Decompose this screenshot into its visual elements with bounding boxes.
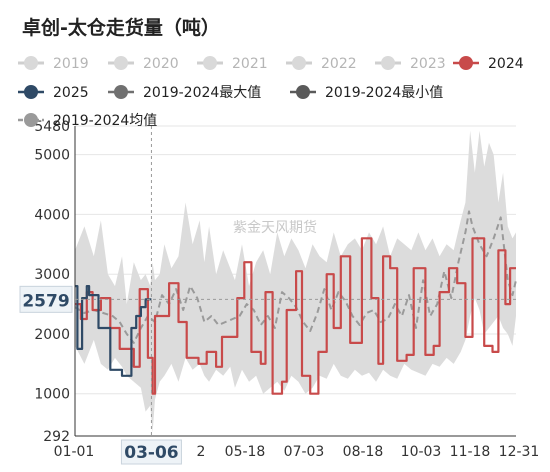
legend-label: 2020	[143, 56, 179, 72]
legend-label: 2019-2024均值	[53, 113, 157, 129]
series-2024-line	[75, 237, 516, 395]
y-tick-label: 3000	[34, 267, 70, 283]
x-tick-label: 07-03	[284, 444, 325, 460]
chart-title: 卓创-太仓走货量（吨）	[22, 16, 220, 39]
cursor-y-label-box	[19, 285, 73, 313]
legend-marker	[24, 113, 38, 127]
legend-label: 2019-2024最小值	[325, 85, 443, 101]
legend-item-2022[interactable]: 2022	[286, 56, 357, 72]
cursor-x-label: 03-06	[124, 443, 178, 463]
x-tick-label: 10-03	[401, 444, 442, 460]
legend-item-2020[interactable]: 2020	[108, 56, 179, 72]
series-average-line	[74, 210, 517, 344]
y-tick-label: 1000	[34, 387, 70, 403]
x-tick-label: 11-18	[450, 444, 491, 460]
legend-label: 2023	[410, 56, 446, 72]
legend-marker	[24, 85, 38, 99]
legend-item-2019-2024均值[interactable]: 2019-2024均值	[18, 113, 157, 129]
legend-marker	[114, 56, 128, 70]
legend-marker	[203, 56, 217, 70]
watermark: 紫金天风期货	[233, 219, 317, 236]
y-tick-label: 5000	[34, 148, 70, 164]
legend-item-2025[interactable]: 2025	[18, 85, 89, 101]
legend-item-2019-2024最大值[interactable]: 2019-2024最大值	[108, 85, 261, 101]
legend-item-2019[interactable]: 2019	[18, 56, 89, 72]
legend-label: 2022	[321, 56, 357, 72]
legend-marker	[381, 56, 395, 70]
axis-layer: 292 1000 2000 3000 4000 5000 5480 01-01 05-18 07-…	[34, 119, 539, 460]
legend-item-2019-2024最小值[interactable]: 2019-2024最小值	[290, 85, 443, 101]
cursor-x-label-box	[120, 439, 182, 465]
legend-marker	[114, 85, 128, 99]
legend-marker	[296, 85, 310, 99]
legend-label: 2019-2024最大值	[143, 85, 261, 101]
series-layer	[74, 210, 517, 395]
legend-marker	[24, 56, 38, 70]
legend-marker	[292, 56, 306, 70]
cursor-layer: 2579 03-06	[19, 126, 516, 465]
y-tick-label: 5480	[34, 119, 70, 135]
y-tick-label: 4000	[34, 207, 70, 223]
legend-label: 2024	[488, 56, 524, 72]
x-tick-label: 12-31	[499, 444, 540, 460]
x-tick-label: 08-18	[343, 444, 384, 460]
y-tick-label: 2000	[34, 327, 70, 343]
legend-label: 2025	[53, 85, 89, 101]
series-2025-line	[75, 285, 152, 377]
legend-label: 2019	[53, 56, 89, 72]
legend-item-2023[interactable]: 2023	[375, 56, 446, 72]
legend-item-2024[interactable]: 2024	[453, 56, 524, 72]
legend-label: 2021	[232, 56, 268, 72]
y-tick-label: 292	[43, 429, 70, 445]
cursor-y-label: 2579	[22, 291, 69, 311]
legend-marker	[459, 56, 473, 70]
x-tick-label-partial: 2	[197, 444, 206, 460]
legend-layer[interactable]: 2019 2020 2021 2022 2023 2024 2025 2019-2024最大值…	[18, 56, 524, 129]
legend-item-2021[interactable]: 2021	[197, 56, 268, 72]
x-tick-label: 01-01	[54, 444, 95, 460]
x-tick-label: 05-18	[225, 444, 266, 460]
